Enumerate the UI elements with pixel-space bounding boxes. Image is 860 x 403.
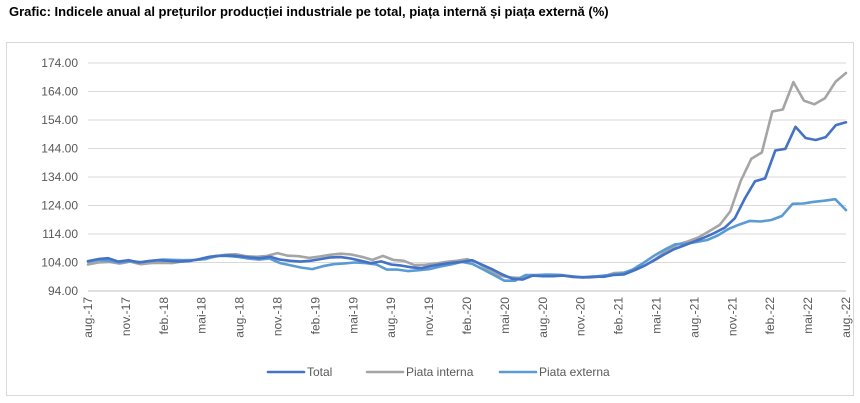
y-tick-label: 94.00 <box>48 284 78 298</box>
legend: Total Piata interna Piata externa <box>266 365 610 379</box>
x-tick-label: mai-22 <box>801 297 815 334</box>
series-line-total <box>86 121 848 281</box>
y-tick-label: 164.00 <box>41 85 78 99</box>
x-axis-ticks: aug.-17 nov.-17 feb.-18 mai-18 aug.-18 nov.-1… <box>81 297 853 338</box>
x-tick-label: nov.-19 <box>422 297 436 336</box>
x-tick-label: aug.-17 <box>81 297 95 338</box>
legend-label: Total <box>307 365 332 379</box>
gridlines <box>88 62 846 263</box>
y-tick-label: 114.00 <box>42 227 78 241</box>
x-tick-label: feb.-20 <box>460 297 474 335</box>
x-tick-label: feb.-18 <box>157 297 171 335</box>
x-tick-label: mai-21 <box>650 297 664 334</box>
x-tick-label: feb.-21 <box>612 297 626 335</box>
y-tick-label: 154.00 <box>41 113 78 127</box>
y-tick-label: 134.00 <box>41 170 78 184</box>
x-tick-label: aug.-18 <box>233 297 247 338</box>
x-tick-label: nov.-20 <box>574 297 588 336</box>
y-tick-label: 124.00 <box>41 199 78 213</box>
y-tick-label: 174.00 <box>41 56 78 70</box>
x-tick-label: nov.-21 <box>725 297 739 336</box>
x-tick-label: mai-18 <box>195 297 209 334</box>
x-tick-label: aug.-22 <box>839 297 853 338</box>
x-tick-label: aug.-19 <box>384 297 398 338</box>
x-tick-label: mai-19 <box>346 297 360 334</box>
y-tick-label: 104.00 <box>41 256 78 270</box>
y-tick-label: 144.00 <box>41 142 78 156</box>
y-axis-ticks: 174.00 164.00 154.00 144.00 134.00 124.00 114.… <box>41 56 78 298</box>
series-line-piata-interna <box>86 71 848 280</box>
chart-title: Grafic: Indicele anual al prețurilor pro… <box>9 4 609 19</box>
series-line-piata-externa <box>86 197 848 283</box>
legend-label: Piata externa <box>539 365 610 379</box>
x-tick-label: feb.-22 <box>763 297 777 335</box>
chart-frame <box>6 42 854 396</box>
x-tick-label: nov.-17 <box>119 297 133 336</box>
x-tick-label: mai-20 <box>498 297 512 334</box>
x-tick-label: nov.-18 <box>271 297 285 336</box>
series-lines <box>86 71 848 283</box>
x-tick-label: aug.-21 <box>687 297 701 338</box>
x-tick-label: aug.-20 <box>536 297 550 338</box>
legend-label: Piata interna <box>406 365 474 379</box>
x-tick-label: feb.-19 <box>308 297 322 335</box>
